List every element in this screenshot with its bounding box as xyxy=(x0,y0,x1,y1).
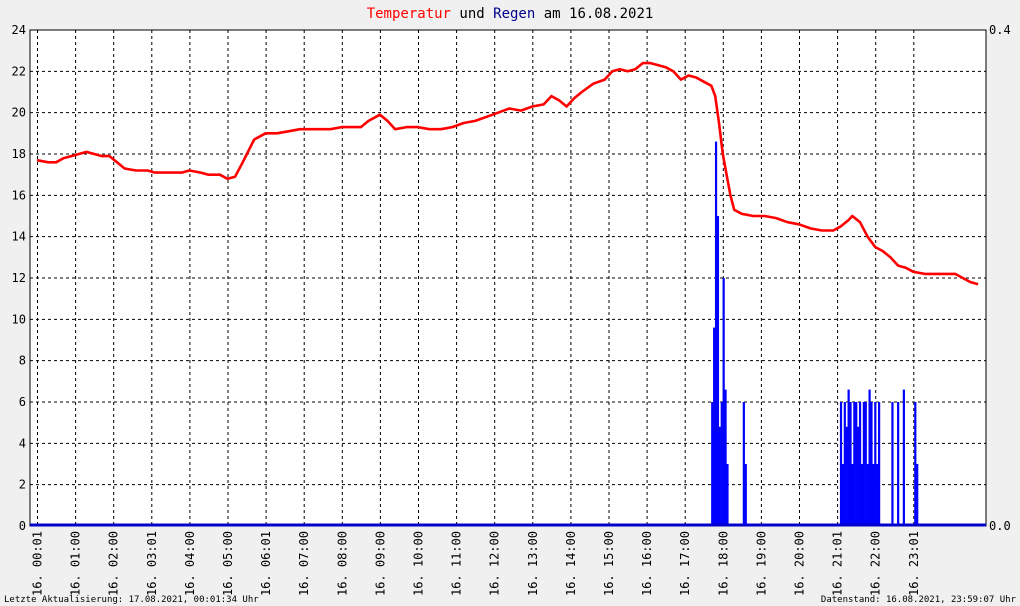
rain-bar xyxy=(902,389,905,526)
footer-data-status: Datenstand: 16.08.2021, 23:59:07 Uhr xyxy=(821,595,1017,605)
rain-bar xyxy=(897,402,900,526)
x-tick-label: 16. 17:00 xyxy=(678,531,692,596)
title-date: am 16.08.2021 xyxy=(535,6,653,22)
x-axis: 16. 00:01 16. 01:00 16. 02:00 16. 03:01 16. … xyxy=(31,531,921,596)
rain-bar xyxy=(872,464,875,526)
temperature-series xyxy=(36,61,979,286)
y-left-tick-label: 2 xyxy=(19,478,26,492)
y-left-tick-label: 4 xyxy=(19,436,26,450)
title-temperature: Temperatur xyxy=(367,6,451,22)
y-left-tick-label: 0 xyxy=(19,519,26,533)
y-right-tick-label: 0.4 xyxy=(989,23,1011,37)
rain-bar xyxy=(711,402,714,526)
y-left-tick-label: 16 xyxy=(12,188,26,202)
rain-bar xyxy=(860,464,864,526)
x-tick-label: 16. 08:00 xyxy=(335,531,349,596)
x-tick-label: 16. 07:00 xyxy=(297,531,311,596)
x-tick-label: 16. 14:00 xyxy=(564,531,578,596)
rain-bar xyxy=(914,402,917,526)
rain-bar xyxy=(876,464,879,526)
title-rain: Regen xyxy=(493,6,535,22)
footer-last-update: Letzte Aktualisierung: 17.08.2021, 00:01… xyxy=(4,595,259,605)
rain-bar xyxy=(855,402,858,526)
rain-bar xyxy=(724,389,727,526)
rain-bar xyxy=(849,402,852,526)
x-tick-label: 16. 13:00 xyxy=(526,531,540,596)
rain-bar xyxy=(841,464,845,526)
rain-bar xyxy=(847,389,850,526)
rain-bar xyxy=(864,402,867,526)
x-tick-label: 16. 03:01 xyxy=(145,531,159,596)
rain-bar xyxy=(839,402,843,526)
rain-bar xyxy=(726,464,729,526)
rain-bar xyxy=(716,216,720,526)
y-left-tick-label: 12 xyxy=(12,271,26,285)
x-tick-label: 16. 21:01 xyxy=(831,531,845,596)
x-tick-label: 16. 01:00 xyxy=(69,531,83,596)
x-tick-label: 16. 10:00 xyxy=(412,531,426,596)
x-tick-label: 16. 09:00 xyxy=(373,531,387,596)
y-left-tick-label: 18 xyxy=(12,147,26,161)
x-tick-label: 16. 20:00 xyxy=(793,531,807,596)
rain-bar xyxy=(862,402,865,526)
y-axis-right: 0.4 0.0 xyxy=(989,23,1011,533)
x-tick-label: 16. 19:00 xyxy=(754,531,768,596)
x-tick-label: 16. 15:00 xyxy=(602,531,616,596)
rain-bar xyxy=(870,402,873,526)
y-left-tick-label: 14 xyxy=(12,230,26,244)
rain-bar xyxy=(891,402,894,526)
rain-bar xyxy=(722,278,725,526)
x-tick-label: 16. 00:01 xyxy=(31,531,45,596)
chart-title: Temperatur und Regen am 16.08.2021 xyxy=(367,6,654,22)
rain-bar xyxy=(718,426,721,526)
y-left-tick-label: 8 xyxy=(19,354,26,368)
x-tick-label: 16. 05:00 xyxy=(221,531,235,596)
rain-bar xyxy=(874,402,877,526)
rain-bar xyxy=(868,389,871,526)
x-tick-label: 16. 11:00 xyxy=(450,531,464,596)
y-left-tick-label: 22 xyxy=(12,64,26,78)
rain-bar xyxy=(744,464,747,526)
x-tick-label: 16. 04:00 xyxy=(183,531,197,596)
rain-bar xyxy=(742,402,745,526)
rain-bar xyxy=(857,426,860,526)
x-tick-label: 16. 02:00 xyxy=(107,531,121,596)
rain-series xyxy=(30,141,986,527)
rain-bar xyxy=(866,464,869,526)
y-left-tick-label: 20 xyxy=(12,106,26,120)
rain-bar xyxy=(720,402,723,526)
rain-bar xyxy=(843,402,846,526)
rain-bar xyxy=(714,141,718,526)
rain-bar xyxy=(858,402,862,526)
x-tick-label: 16. 12:00 xyxy=(488,531,502,596)
rain-bar xyxy=(853,402,856,526)
temperature-line xyxy=(36,61,979,286)
rain-bar xyxy=(916,464,919,526)
x-tick-label: 16. 22:00 xyxy=(869,531,883,596)
x-tick-label: 16. 18:00 xyxy=(716,531,730,596)
x-tick-label: 16. 16:00 xyxy=(640,531,654,596)
y-left-tick-label: 6 xyxy=(19,395,26,409)
rain-bar xyxy=(845,426,848,526)
rain-bar xyxy=(878,402,881,526)
title-and: und xyxy=(451,6,493,22)
y-right-tick-label: 0.0 xyxy=(989,519,1011,533)
plot-area xyxy=(29,29,987,527)
y-left-tick-label: 10 xyxy=(12,312,26,326)
x-tick-label: 16. 06:01 xyxy=(259,531,273,596)
rain-bar xyxy=(713,327,716,526)
y-left-tick-label: 24 xyxy=(12,23,26,37)
rain-bar xyxy=(851,464,854,526)
x-tick-label: 16. 23:01 xyxy=(907,531,921,596)
